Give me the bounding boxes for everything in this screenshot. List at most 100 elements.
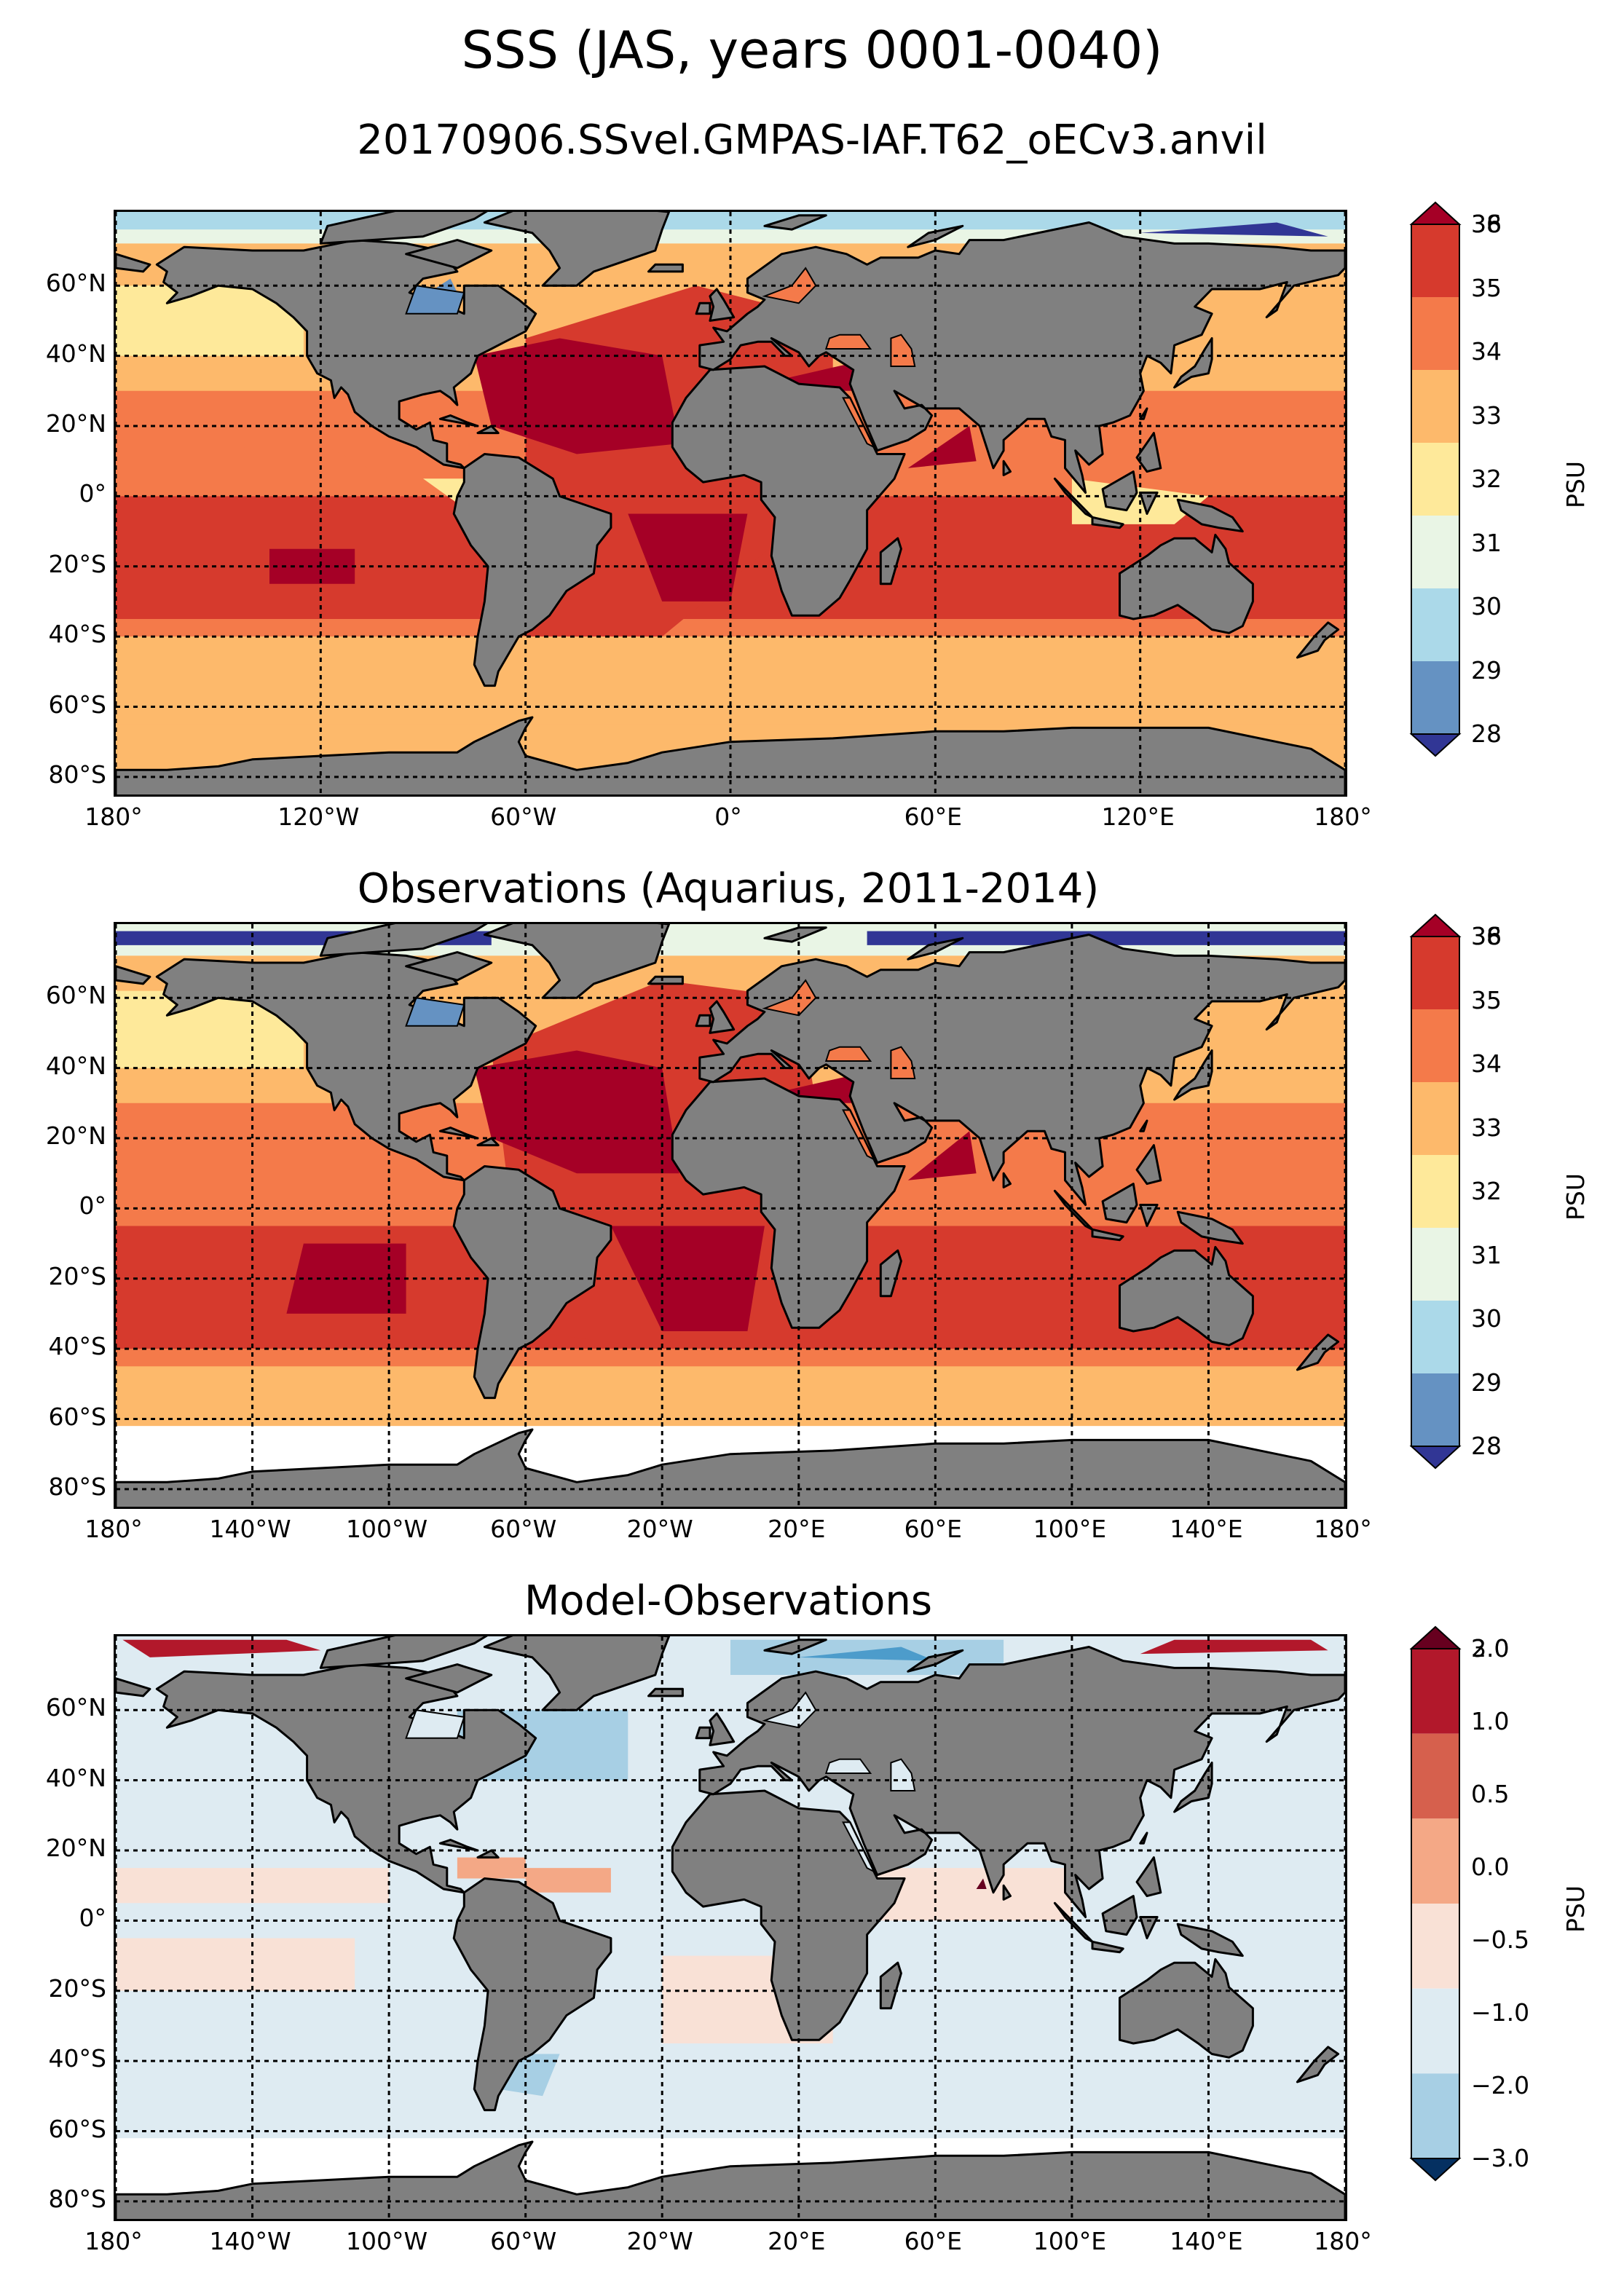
landmass-17 xyxy=(1139,492,1159,515)
colorbar-tick-label: 0.0 xyxy=(1471,1853,1510,1881)
lon-tick-label: 100°W xyxy=(346,1515,428,1543)
colorbar-extend-max xyxy=(1409,1625,1462,1649)
landmass-3 xyxy=(671,1077,906,1329)
field-region-8 xyxy=(116,443,390,479)
lat-tick-label: 20°S xyxy=(48,1261,106,1290)
landmass-10 xyxy=(647,263,684,273)
colorbar-tick-label: −1.0 xyxy=(1471,1998,1530,2027)
colorbar-tick-label: 31 xyxy=(1471,1240,1502,1269)
landmass-12 xyxy=(1173,337,1213,389)
colorbar-container-obs xyxy=(1409,912,1462,1473)
colorbar-label: PSU xyxy=(1561,1885,1590,1933)
colorbar-tick-label: 32 xyxy=(1471,1177,1502,1205)
lat-tick-label: 20°N xyxy=(45,409,106,438)
landmass-17 xyxy=(1139,1916,1159,1939)
field-region-10 xyxy=(525,1868,611,1893)
landmass-18 xyxy=(1135,432,1162,473)
map-obs xyxy=(114,922,1347,1509)
lon-tick-label: 180° xyxy=(84,803,143,831)
landmass-20 xyxy=(763,214,827,231)
landmass-1 xyxy=(483,924,671,999)
landmass-24 xyxy=(438,1127,479,1140)
lon-tick-label: 20°E xyxy=(768,1515,826,1543)
inland-water-0 xyxy=(890,1046,916,1079)
lon-tick-label: 180° xyxy=(84,1515,143,1543)
colorbar-extend-max xyxy=(1409,201,1462,225)
landmass-16 xyxy=(1176,498,1244,533)
colorbar-tick-label: −2.0 xyxy=(1471,2071,1530,2099)
colorbar-segment xyxy=(1411,588,1459,661)
lon-tick-label: 120°W xyxy=(277,803,360,831)
inland-water-4 xyxy=(842,1109,876,1162)
inland-water-1 xyxy=(824,1046,872,1062)
inland-water-2 xyxy=(405,285,465,315)
lon-tick-label: 60°E xyxy=(904,2227,962,2255)
lat-tick-label: 0° xyxy=(79,1191,107,1221)
colorbar-segment xyxy=(1411,1009,1459,1082)
colorbar-frame xyxy=(1411,936,1460,1447)
landmass-6 xyxy=(1119,1245,1254,1346)
lon-tick-label: 180° xyxy=(1314,1515,1372,1543)
landmass-11 xyxy=(879,1249,902,1298)
field-region-12 xyxy=(1140,1639,1328,1655)
landmass-8 xyxy=(709,288,736,322)
colorbar-label: PSU xyxy=(1561,1172,1590,1221)
landmass-27 xyxy=(1139,407,1148,420)
colorbar-diff xyxy=(1409,1625,1462,2182)
landmass-10 xyxy=(647,1687,684,1698)
colorbar-segment xyxy=(1411,1904,1459,1989)
lat-tick-label: 40°S xyxy=(48,620,106,649)
field-region-15 xyxy=(116,636,1345,725)
landmass-13 xyxy=(1101,1895,1138,1936)
colorbar-tick-label: 28 xyxy=(1471,1432,1502,1460)
landmass-9 xyxy=(695,301,712,315)
colorbar-extend-min xyxy=(1409,2158,1462,2182)
field-region-10 xyxy=(116,285,304,356)
landmass-5 xyxy=(116,253,151,273)
field-region-13 xyxy=(976,1878,987,1889)
landmass-23 xyxy=(405,1663,493,1694)
lon-tick-label: 120°E xyxy=(1101,803,1175,831)
field-region-7 xyxy=(907,1131,977,1180)
lat-tick-label: 20°N xyxy=(45,1833,106,1862)
colorbar-tick-label: 38 xyxy=(1471,210,1502,238)
colorbar-segment xyxy=(1411,2073,1459,2158)
landmass-4 xyxy=(698,1646,1345,1918)
field-region-8 xyxy=(798,1647,936,1661)
lat-tick-label: 40°N xyxy=(45,339,106,368)
colorbar-tick-label: 33 xyxy=(1471,1113,1502,1142)
figure-subtitle: 20170906.SSvel.GMPAS-IAF.T62_oECv3.anvil xyxy=(357,117,1267,164)
colorbar-tick-label: 38 xyxy=(1471,922,1502,950)
colorbar-segment xyxy=(1411,443,1459,516)
colorbar-tick-label: 36 xyxy=(1471,210,1502,238)
lon-tick-label: 60°W xyxy=(490,803,557,831)
inland-water-0 xyxy=(890,1758,916,1791)
colorbar-segment xyxy=(1411,1301,1459,1373)
colorbar-tick-label: 30 xyxy=(1471,592,1502,620)
landmass-15 xyxy=(1091,1940,1124,1954)
landmass-26 xyxy=(1002,460,1012,476)
colorbar-tick-label: 28 xyxy=(1471,719,1502,748)
colorbar-tick-label: 33 xyxy=(1471,401,1502,430)
lat-tick-label: 80°S xyxy=(48,1472,106,1501)
landmass-13 xyxy=(1101,470,1138,512)
colorbar-tick-label: 2.0 xyxy=(1471,1634,1510,1663)
colorbar-segment xyxy=(1411,1649,1459,1734)
lat-tick-label: 60°S xyxy=(48,690,106,719)
colorbar-segment xyxy=(1411,1373,1459,1446)
map-canvas-model xyxy=(116,212,1345,794)
landmass-18 xyxy=(1135,1856,1162,1898)
lon-tick-label: 60°E xyxy=(904,803,962,831)
lat-tick-label: 40°N xyxy=(45,1763,106,1792)
landmass-14 xyxy=(1053,1189,1094,1231)
landmass-24 xyxy=(438,414,479,427)
inland-water-3 xyxy=(762,267,817,304)
lat-tick-label: 20°S xyxy=(48,549,106,578)
landmass-23 xyxy=(405,951,493,982)
colorbar-container-diff xyxy=(1409,1625,1462,2185)
inland-water-2 xyxy=(405,997,465,1027)
landmass-5 xyxy=(116,965,151,985)
lon-tick-label: 140°E xyxy=(1170,1515,1243,1543)
landmass-4 xyxy=(698,934,1345,1206)
colorbar-tick-label: 35 xyxy=(1471,273,1502,302)
